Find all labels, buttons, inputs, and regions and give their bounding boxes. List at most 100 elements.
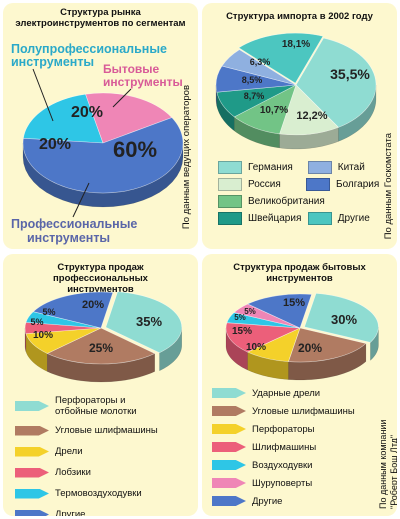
legend-label-3-2: Перфораторы (252, 423, 315, 435)
legend-row-3-0: Ударные дрели (212, 384, 372, 402)
legend-swatch-2-4 (15, 488, 49, 499)
legend-swatch-3-3 (212, 442, 246, 452)
category-label-0-1: Бытовые (103, 62, 160, 76)
value-label-3-1: 20% (298, 341, 322, 355)
chart-title-import: Структура импорта в 2002 году (226, 11, 373, 22)
chart-panel-market: Структура рынка электроинструментов по с… (3, 3, 198, 249)
pie-chart-import: 18,1% 35,5% 12,2% 10,7% 8,7% 8,5% 6,3% (215, 32, 377, 150)
legend-swatch-1-2 (218, 178, 242, 191)
slice-3-0 (304, 293, 379, 343)
legend-swatch-1-3 (218, 195, 242, 208)
legend-swatch-1-1 (218, 161, 242, 174)
value-label-3-4: 5% (234, 313, 246, 322)
legend-swatch-3-1 (212, 406, 246, 416)
value-label-2-0: 35% (136, 314, 162, 329)
legend-row-2-5: Другие (15, 504, 195, 516)
legend-professional: Перфораторы и отбойные молотки Угловые шл… (15, 392, 195, 516)
source-note-household: По данным компании "Роберт Бош Лтд" (378, 419, 397, 509)
legend-row-1-1: Россия Болгария (218, 176, 380, 193)
legend-label-3-5: Шуруповерты (252, 477, 313, 489)
slice-0-2 (22, 117, 184, 194)
value-label-1-0: 18,1% (282, 39, 310, 50)
source-note-import: По данным Госкомстата (383, 133, 394, 240)
chart-panel-import: Структура импорта в 2002 году 18,1% 35,5%… (202, 3, 397, 249)
legend-swatch-3-6 (212, 496, 246, 506)
chart-panel-professional: Структура продаж профессиональных инстру… (3, 254, 198, 516)
category-label-0-1b: инструменты (103, 75, 183, 89)
legend-swatch-1-4 (218, 212, 242, 225)
legend-row-3-3: Шлифмашины (212, 438, 372, 456)
value-label-3-5: 5% (244, 307, 256, 316)
slice-1-0 (238, 32, 324, 84)
chart-title-market: Структура рынка электроинструментов по с… (15, 7, 186, 29)
value-label-2-2: 10% (33, 330, 53, 341)
legend-swatch-3-5 (212, 478, 246, 488)
category-label-0-2: Профессиональные (11, 217, 137, 231)
legend-swatch-2-1 (15, 425, 49, 436)
value-label-2-1: 25% (89, 341, 113, 355)
leader-line-0-2 (72, 182, 90, 218)
legend-row-2-3: Лобзики (15, 462, 195, 483)
legend-row-3-2: Перфораторы (212, 420, 372, 438)
legend-label-3-0: Ударные дрели (252, 387, 321, 399)
legend-row-1-2: Великобритания (218, 193, 378, 210)
legend-label-1-6: Китай (337, 162, 365, 173)
value-label-0-2: 60% (113, 137, 157, 162)
legend-row-2-1: Угловые шлифмашины (15, 420, 195, 441)
legend-label-3-3: Шлифмашины (252, 441, 317, 453)
slice-2-0 (105, 291, 182, 354)
legend-swatch-1-6 (307, 161, 332, 174)
legend-label-3-4: Воздуходувки (252, 459, 313, 471)
legend-label-2-5: Другие (55, 509, 86, 516)
legend-label-2-0: Перфораторы и отбойные молотки (55, 395, 137, 417)
legend-row-3-4: Воздуходувки (212, 456, 372, 474)
legend-household: Ударные дрели Угловые шлифмашины Перфорато… (212, 384, 372, 510)
legend-row-1-0: Германия Китай (218, 159, 378, 176)
legend-swatch-3-2 (212, 424, 246, 434)
legend-row-2-4: Термовоздуходувки (15, 483, 195, 504)
chart-title-household: Структура продаж бытовых инструментов (233, 262, 366, 284)
legend-row-1-3: Швейцария Другие (218, 210, 378, 227)
legend-import: Германия Китай Россия Болгария Великобритани… (218, 159, 380, 227)
legend-swatch-2-2 (15, 446, 49, 457)
slice-3-1 (288, 327, 367, 363)
value-label-3-2: 10% (246, 342, 266, 353)
legend-swatch-2-0 (15, 401, 49, 411)
slice-0-0 (23, 93, 104, 144)
legend-label-2-2: Дрели (55, 446, 83, 457)
legend-label-1-4: Швейцария (248, 213, 302, 224)
value-label-1-6: 6,3% (250, 57, 271, 67)
value-label-1-5: 8,5% (242, 75, 263, 85)
category-label-0-0: Полупрофессиональные (11, 42, 167, 56)
slice-1-1 (295, 37, 377, 128)
pie-chart-market: 20%20%60%Полупрофессиональныеинструменты… (11, 42, 184, 245)
value-label-0-0: 20% (39, 136, 71, 153)
legend-swatch-2-5 (15, 509, 49, 516)
slice-3-6 (246, 293, 312, 329)
legend-label-2-3: Лобзики (55, 467, 91, 478)
chart-title-professional: Структура продаж профессиональных инстру… (53, 262, 148, 295)
legend-label-2-4: Термовоздуходувки (55, 488, 142, 499)
slice-1-6 (221, 49, 297, 86)
legend-label-1-3: Великобритания (248, 196, 325, 207)
legend-label-3-6: Другие (252, 495, 283, 507)
slice-3-3 (225, 322, 301, 353)
category-label-0-0b: инструменты (11, 55, 94, 69)
legend-label-1-2: Россия (248, 179, 281, 190)
value-label-2-5: 20% (82, 299, 104, 311)
legend-swatch-3-4 (212, 460, 246, 470)
legend-row-3-1: Угловые шлифмашины (212, 402, 372, 420)
slice-2-1 (46, 327, 156, 365)
legend-row-3-5: Шуруповерты (212, 474, 372, 492)
value-label-1-4: 8,7% (244, 91, 265, 101)
value-label-1-3: 10,7% (260, 105, 288, 116)
legend-row-2-2: Дрели (15, 441, 195, 462)
legend-label-1-0: Другие (337, 213, 370, 224)
legend-swatch-1-5 (306, 178, 330, 191)
pie-chart-household: 30% 20% 10% 15% 5%5% 15% (225, 293, 379, 381)
legend-label-1-5: Болгария (336, 179, 380, 190)
source-note-market: По данным ведущих операторов (181, 85, 192, 230)
legend-row-2-0: Перфораторы и отбойные молотки (15, 392, 195, 420)
legend-swatch-3-0 (212, 388, 246, 398)
legend-row-3-6: Другие (212, 492, 372, 510)
